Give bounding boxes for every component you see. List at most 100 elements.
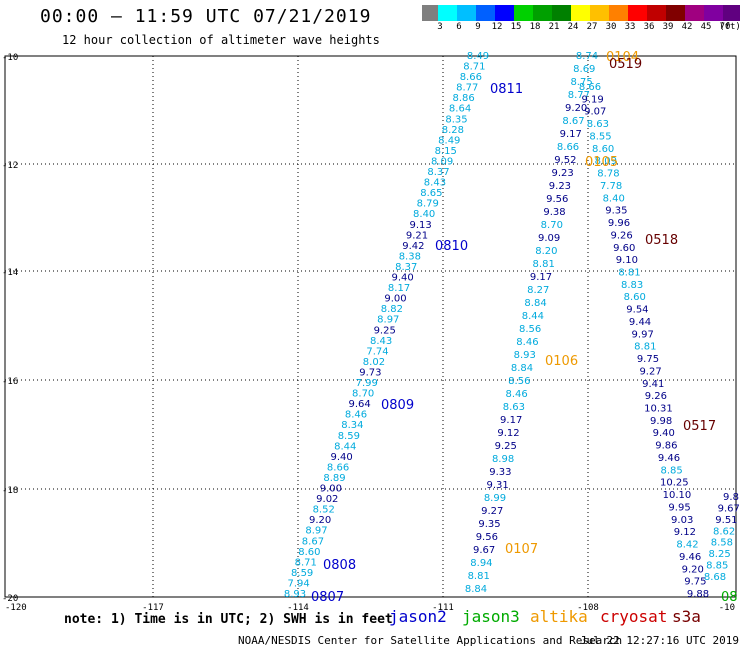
wave-height-value: 9.60 (613, 243, 635, 254)
legend-label: 39 (662, 22, 674, 32)
wave-height-value: 8.75 (570, 77, 592, 88)
legend-unit: (ft) (719, 22, 740, 32)
wave-height-value: 8.64 (449, 104, 471, 115)
wave-height-value: 9.12 (497, 428, 519, 439)
wave-height-value: 8.63 (587, 119, 609, 130)
map-title: 00:00 – 11:59 UTC 07/21/2019 (40, 6, 372, 27)
legend-label: 42 (681, 22, 693, 32)
wave-height-value: 7.99 (356, 378, 378, 389)
satellite-s3a: s3a (672, 607, 701, 626)
wave-height-value: 9.40 (653, 428, 675, 439)
wave-height-value: 8.70 (541, 220, 563, 231)
wave-height-value: 8.67 (562, 116, 584, 127)
wave-height-value: 8.44 (522, 311, 544, 322)
wave-height-value: 7.74 (366, 346, 388, 357)
credit-line: NOAA/NESDIS Center for Satellite Applica… (238, 634, 623, 647)
longitude-label: -120 (5, 603, 27, 613)
legend-label: 9 (475, 22, 481, 32)
wave-height-value: 8.93 (284, 589, 306, 600)
wave-height-value: 8.97 (305, 526, 327, 537)
wave-height-value: 8.40 (603, 193, 625, 204)
map-frame (4, 55, 737, 598)
legend-swatch (514, 5, 533, 21)
time-label: 0810 (435, 239, 468, 254)
wave-height-value: 9.46 (658, 453, 680, 464)
latitude-label: -18 (2, 486, 18, 496)
wave-height-value: 8.79 (417, 199, 439, 210)
wave-height-value: 9.27 (481, 506, 503, 517)
wave-height-value: 10.31 (644, 404, 673, 415)
wave-height-value: 8.69 (573, 64, 595, 75)
wave-height-value: 8.27 (527, 285, 549, 296)
wave-height-value: 8.83 (621, 280, 643, 291)
map-subtitle: 12 hour collection of altimeter wave hei… (62, 33, 380, 47)
legend-label: 30 (605, 22, 617, 32)
wave-height-value: 8.60 (592, 144, 614, 155)
wave-height-value: 8.46 (516, 337, 538, 348)
wave-height-value: 8.81 (533, 259, 555, 270)
wave-height-value: 8.85 (661, 465, 683, 476)
wave-height-value: 8.40 (413, 209, 435, 220)
wave-height-value: 9.96 (608, 218, 630, 229)
legend-label: 12 (491, 22, 503, 32)
wave-height-value: 9.21 (406, 230, 428, 241)
wave-height-value: 9.35 (605, 206, 627, 217)
wave-height-value: 8.67 (302, 536, 324, 547)
wave-height-value: 9.56 (476, 532, 498, 543)
wave-height-value: 8.84 (511, 363, 533, 374)
time-label: 0105 (585, 155, 618, 170)
wave-height-value: 8.77 (456, 83, 478, 94)
wave-height-value: 9.8 (723, 492, 739, 503)
wave-height-value: 9.20 (565, 103, 587, 114)
latitude-label: -20 (2, 594, 18, 604)
wave-height-value: 9.67 (473, 545, 495, 556)
wave-height-value: 8.78 (597, 169, 619, 180)
wave-height-value: 8.98 (492, 454, 514, 465)
wave-height-value: 10.25 (660, 478, 689, 489)
legend-label: 33 (624, 22, 636, 32)
wave-height-value: 8.97 (377, 315, 399, 326)
legend-label: 3 (437, 22, 443, 32)
wave-height-value: 9.13 (409, 220, 431, 231)
wave-height-value: 9.17 (500, 415, 522, 426)
wave-height-value: 8.82 (381, 304, 403, 315)
wave-height-value: 9.46 (679, 552, 701, 563)
wave-height-value: 9.35 (478, 519, 500, 530)
wave-height-value: 9.67 (718, 503, 740, 514)
wave-height-value: 8.71 (295, 557, 317, 568)
time-label: 0808 (323, 558, 356, 573)
wave-height-value: 8.81 (618, 267, 640, 278)
wave-height-value: 9.88 (687, 589, 709, 600)
wave-height-value: 9.52 (554, 155, 576, 166)
legend-swatch (495, 5, 514, 21)
wave-height-value: 8.74 (576, 51, 598, 62)
wave-height-value: 8.77 (568, 90, 590, 101)
wave-height-value: 9.23 (552, 168, 574, 179)
wave-height-value: 8.85 (706, 561, 728, 572)
wave-height-value: 8.44 (334, 441, 356, 452)
wave-height-value: 9.26 (610, 230, 632, 241)
wave-height-value: 9.54 (626, 305, 648, 316)
time-label: 0519 (609, 57, 642, 72)
wave-height-value: 8.49 (438, 135, 460, 146)
legend-label: 45 (700, 22, 712, 32)
wave-height-value: 9.64 (348, 399, 370, 410)
wave-height-value: 9.03 (671, 515, 693, 526)
wave-height-value: 9.25 (495, 441, 517, 452)
wave-height-value: 9.09 (538, 233, 560, 244)
wave-height-value: 8.09 (595, 156, 617, 167)
wave-height-value: 8.60 (298, 547, 320, 558)
wave-height-value: 9.07 (584, 107, 606, 118)
wave-height-value: 9.10 (616, 255, 638, 266)
wave-height-value: 9.51 (715, 515, 737, 526)
wave-height-value: 7.78 (600, 181, 622, 192)
legend-label: 27 (586, 22, 598, 32)
wave-height-value: 8.60 (624, 292, 646, 303)
wave-height-value: 8.55 (589, 131, 611, 142)
longitude-label: -108 (577, 603, 599, 613)
satellite-jason2: jason2 (389, 607, 447, 626)
wave-height-value: 8.58 (711, 538, 733, 549)
legend-swatch (571, 5, 590, 21)
